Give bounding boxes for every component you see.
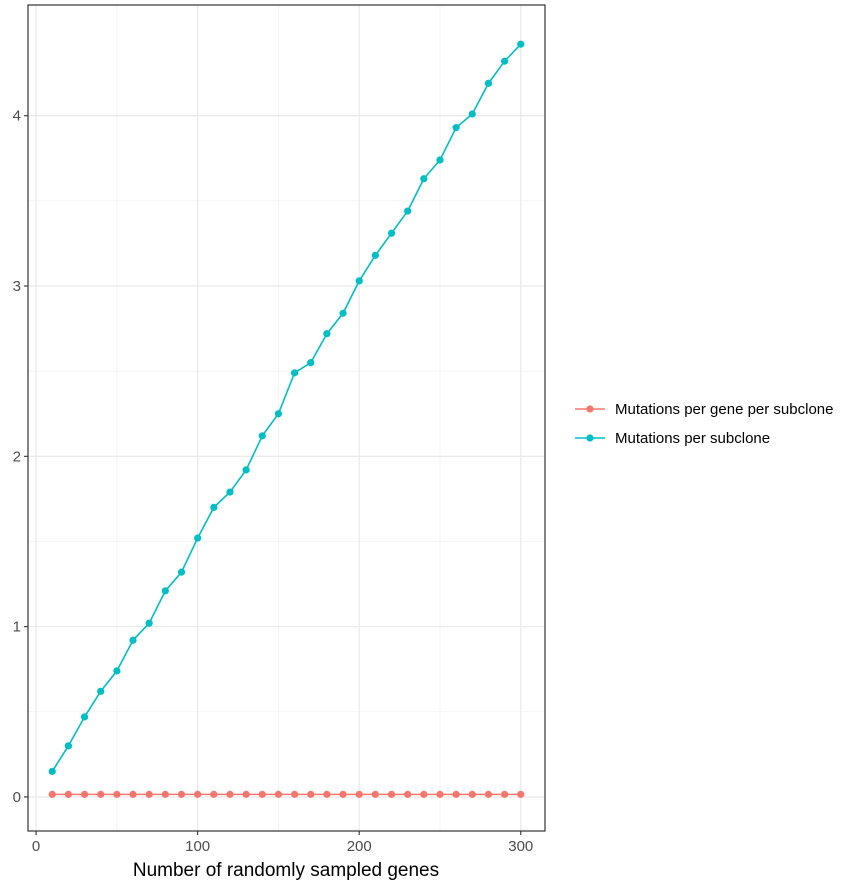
data-point	[355, 277, 363, 285]
data-point	[290, 790, 299, 798]
plot-panel-border	[27, 4, 546, 832]
data-point	[194, 534, 202, 542]
legend-label: Mutations per subclone	[615, 430, 770, 447]
data-point	[404, 790, 412, 798]
data-point	[274, 410, 283, 418]
data-point	[113, 790, 121, 798]
data-point	[210, 790, 218, 798]
data-point	[323, 330, 331, 338]
data-point	[371, 251, 379, 259]
x-tick-label: 100	[185, 838, 210, 855]
data-point	[258, 432, 266, 440]
data-point	[307, 359, 315, 367]
data-point	[274, 790, 283, 798]
data-point	[307, 790, 315, 798]
data-point	[145, 790, 153, 798]
data-point	[97, 790, 105, 798]
data-point	[323, 790, 331, 798]
y-tick-label: 1	[13, 619, 21, 636]
data-point	[468, 790, 476, 798]
data-point	[194, 790, 202, 798]
data-point	[404, 207, 412, 215]
data-point	[436, 790, 444, 798]
legend-item: Mutations per gene per subclone	[575, 401, 833, 418]
x-tick-label: 300	[508, 838, 533, 855]
x-axis-tick-labels: 0 100 200 300	[32, 838, 533, 855]
data-point	[484, 79, 493, 87]
data-point	[339, 790, 347, 798]
data-point	[210, 503, 218, 512]
data-point	[371, 790, 379, 798]
data-point	[64, 742, 72, 750]
x-tick-label: 200	[347, 838, 372, 855]
series-1	[48, 790, 525, 798]
series-line	[51, 43, 522, 772]
plot-panel-background	[28, 5, 545, 831]
data-point	[64, 790, 72, 798]
data-point	[517, 40, 525, 48]
data-point	[161, 587, 169, 595]
data-point	[145, 619, 153, 627]
data-point	[129, 790, 137, 798]
y-tick-label: 2	[13, 448, 21, 465]
legend: Mutations per gene per subclone Mutations…	[575, 401, 833, 447]
data-point	[501, 57, 509, 65]
data-point	[226, 790, 234, 798]
data-point	[420, 790, 428, 798]
data-point	[161, 790, 169, 798]
y-tick-label: 3	[13, 278, 21, 295]
axis-ticks	[24, 115, 522, 835]
data-point	[113, 667, 121, 675]
data-point	[355, 790, 363, 798]
data-point	[484, 790, 493, 798]
data-point	[501, 790, 509, 798]
data-point	[226, 488, 234, 496]
data-point	[387, 790, 396, 798]
legend-key-point	[586, 434, 594, 442]
data-point	[177, 790, 186, 798]
data-point	[420, 175, 428, 183]
data-point	[177, 568, 186, 576]
y-tick-label: 0	[13, 789, 21, 806]
legend-item: Mutations per subclone	[575, 430, 770, 447]
data-point	[387, 229, 396, 237]
data-point	[80, 713, 89, 721]
minor-gridlines	[28, 5, 545, 831]
data-point	[242, 790, 250, 798]
data-point	[80, 790, 89, 798]
data-point	[452, 790, 460, 798]
data-point	[339, 309, 347, 317]
data-point	[290, 369, 299, 377]
data-point	[517, 790, 525, 798]
legend-label: Mutations per gene per subclone	[615, 401, 833, 418]
data-point	[129, 636, 137, 644]
series-layer	[48, 40, 525, 798]
data-point	[468, 110, 476, 118]
data-point	[242, 466, 250, 474]
y-tick-label: 4	[13, 108, 21, 125]
data-point	[48, 767, 56, 775]
legend-key-point	[586, 405, 594, 413]
major-gridlines	[28, 5, 545, 831]
data-point	[48, 790, 56, 798]
data-point	[258, 790, 266, 798]
x-tick-label: 0	[32, 838, 40, 855]
data-point	[436, 156, 444, 164]
y-axis-tick-labels: 0 1 2 3 4	[13, 108, 21, 806]
series-2	[48, 40, 525, 775]
x-axis-title: Number of randomly sampled genes	[133, 860, 439, 881]
data-point	[452, 124, 460, 132]
data-point	[97, 687, 105, 695]
